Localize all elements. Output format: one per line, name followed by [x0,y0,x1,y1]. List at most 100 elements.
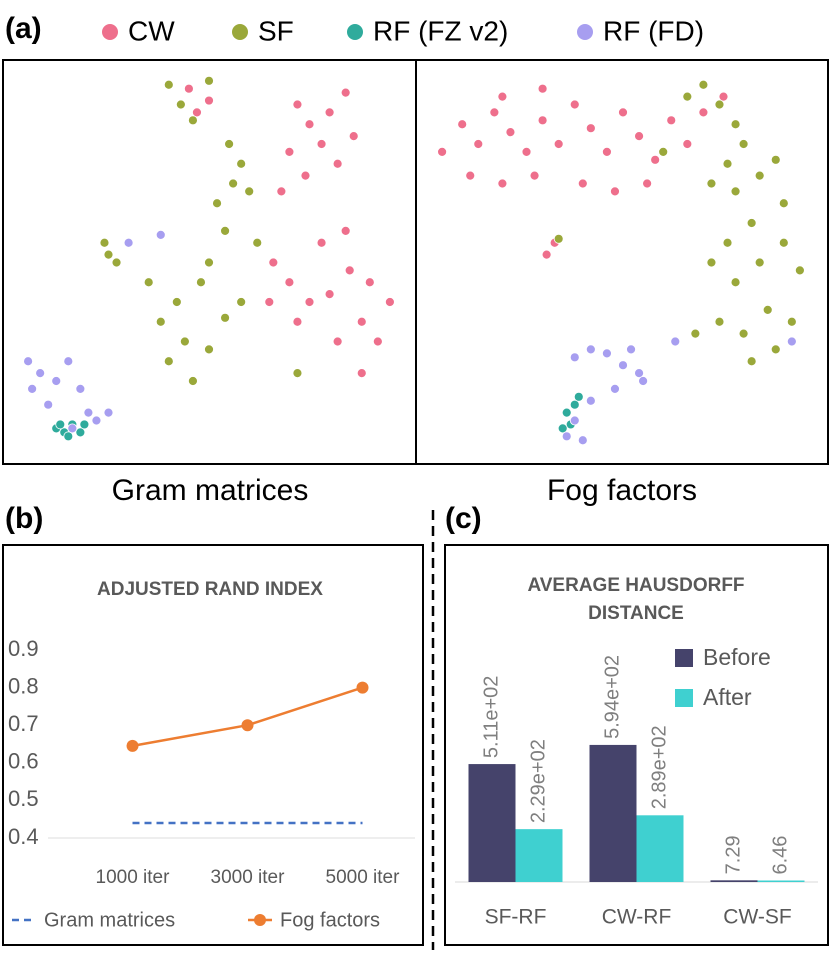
point [794,265,805,276]
point [682,139,693,149]
point [91,415,102,426]
x-tick-label: CW-RF [602,906,672,929]
y-tick-label: 0.7 [8,711,39,736]
point [171,297,182,307]
legend-marker [347,24,363,40]
panel-label: (b) [5,502,43,535]
point [204,75,214,86]
point [610,383,620,394]
bar [515,829,563,882]
point [786,316,797,327]
point [529,170,540,181]
bar [710,880,758,882]
legend-marker [254,914,266,926]
point [175,99,186,110]
value-label: 6.46 [769,836,791,875]
chart-title: AVERAGE HAUSDORFF DISTANCE [527,575,744,624]
point [569,99,580,110]
point [537,83,548,94]
point [196,277,206,288]
point [123,237,134,248]
point [437,146,448,157]
point [224,139,235,149]
point [754,170,765,181]
point [658,146,669,157]
panel-label: (a) [5,12,42,45]
point [55,419,66,430]
point [103,249,114,260]
point [372,336,383,347]
point [284,277,295,288]
point [236,297,247,307]
point [465,170,476,181]
point [698,79,709,90]
point [626,344,636,355]
point [241,719,254,732]
y-tick-label: 0.8 [8,673,39,698]
point [457,119,468,130]
point [27,383,38,394]
point [340,225,351,236]
point [521,146,532,157]
point [577,435,588,446]
point [690,328,701,339]
point [569,352,580,363]
point [602,348,612,359]
point [682,91,693,102]
point [738,328,749,339]
point [155,316,166,327]
legend-label: RF (FD) [603,15,704,46]
point [706,178,717,189]
point [188,376,198,386]
panel-label: (c) [445,502,482,535]
x-tick-label: SF-RF [485,906,547,929]
point [602,146,612,157]
point [292,316,303,327]
y-tick-label: 0.5 [8,786,39,811]
legend-marker [577,24,593,40]
point [51,376,62,386]
point [585,344,596,355]
point [698,107,709,118]
legend-marker [675,689,693,707]
point [340,87,351,98]
point [204,344,214,355]
point [714,99,725,110]
x-tick-label: 5000 iter [326,867,401,888]
point [585,123,596,134]
value-label: 2.89e+02 [648,725,670,809]
y-tick-label: 0.6 [8,749,39,774]
point [35,368,46,379]
point [292,368,303,379]
point [23,356,34,367]
point [316,237,327,248]
point [75,427,86,438]
point [738,139,749,149]
legend-label: Fog factors [280,909,380,931]
point [786,336,797,347]
panel-title: Gram matrices [112,474,309,507]
bar [468,764,516,882]
point [618,360,628,371]
point [143,277,154,288]
point [718,91,729,102]
point [244,186,255,197]
series-line [132,686,363,748]
point [730,186,741,197]
point [183,83,194,94]
value-label: 7.29 [722,835,744,874]
point [618,107,628,118]
point [714,316,725,327]
legend-label: SF [258,15,294,46]
point [188,115,198,126]
point [264,297,275,307]
point [204,95,214,106]
point [505,127,516,138]
chart-title: ADJUSTED RAND INDEX [97,579,323,600]
point [304,297,315,307]
value-label: 2.29e+02 [527,739,549,823]
point [43,399,54,410]
point [670,336,681,347]
point [770,344,781,355]
